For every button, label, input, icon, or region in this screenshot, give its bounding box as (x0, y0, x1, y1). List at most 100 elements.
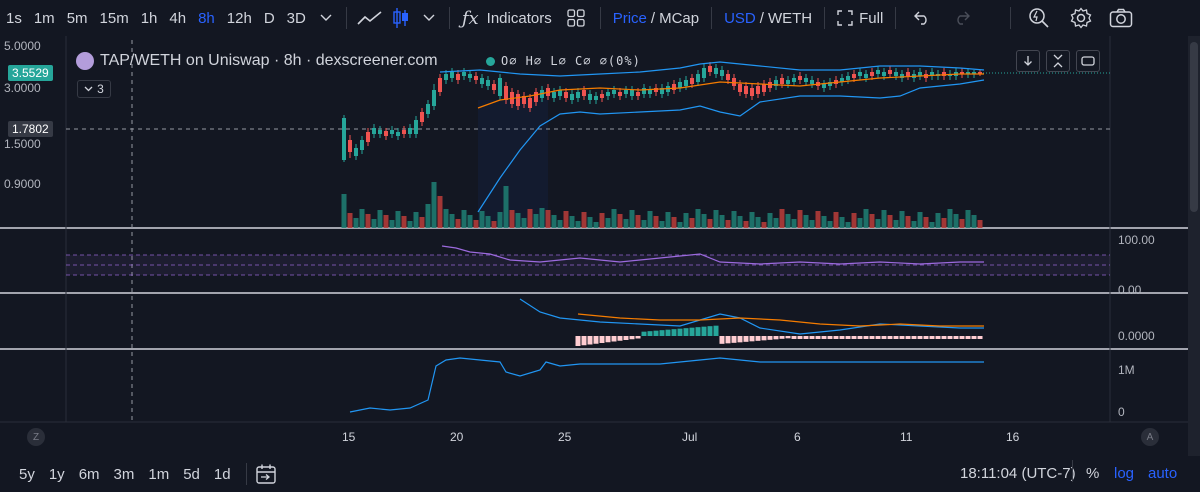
interval-1m[interactable]: 1m (28, 0, 61, 36)
toolbar-divider (599, 7, 601, 29)
macd-histogram-bar (923, 336, 929, 339)
interval-D[interactable]: D (258, 0, 281, 36)
layout-grid-icon[interactable] (558, 0, 594, 36)
macd-histogram-bar (725, 336, 731, 344)
indicators-button[interactable]: ƒx Indicators (456, 0, 558, 36)
toolbar-divider (448, 7, 450, 29)
indicators-collapse-button[interactable]: 3 (77, 80, 111, 98)
macd-histogram-bar (857, 336, 863, 339)
candle-body (378, 130, 382, 134)
clock-timestamp[interactable]: 18:11:04 (UTC-7) (960, 465, 1076, 482)
volume-bar (719, 215, 725, 228)
price-chart-svg[interactable] (0, 36, 1200, 456)
interval-4h[interactable]: 4h (163, 0, 192, 36)
candle-body (642, 88, 646, 94)
macd-line (519, 298, 984, 335)
undo-icon[interactable] (902, 0, 942, 36)
weth-option[interactable]: WETH (767, 9, 813, 27)
chart-type-chevron-icon[interactable] (415, 0, 443, 36)
collapse-pane-button[interactable] (1046, 50, 1070, 72)
interval-1s[interactable]: 1s (0, 0, 28, 36)
fullscreen-button[interactable]: Full (831, 0, 889, 36)
vertical-scrollbar[interactable] (1188, 36, 1200, 456)
interval-5m[interactable]: 5m (61, 0, 94, 36)
volume-bar (875, 219, 881, 228)
interval-15m[interactable]: 15m (94, 0, 135, 36)
maximize-pane-button[interactable] (1076, 50, 1100, 72)
range-1y[interactable]: 1y (48, 465, 65, 483)
candle-body (474, 76, 478, 80)
percent-toggle[interactable]: % (1086, 465, 1100, 482)
chart-area[interactable] (0, 36, 1200, 456)
usd-option[interactable]: USD (724, 9, 756, 27)
candle-body (606, 92, 610, 96)
mcap-option[interactable]: MCap (659, 9, 700, 27)
macd-histogram-bar (719, 336, 725, 344)
volume-bar (839, 217, 845, 228)
camera-icon[interactable] (1101, 0, 1141, 36)
volume-bar (629, 210, 635, 228)
volume-bar (539, 208, 545, 228)
candle-body (360, 140, 364, 150)
volume-bar (929, 222, 935, 228)
bollinger-lower-line (477, 79, 985, 213)
candlestick-chart-icon[interactable] (387, 0, 415, 36)
interval-8h[interactable]: 8h (192, 0, 221, 36)
rsi-line (441, 245, 984, 265)
volume-bar (755, 217, 761, 228)
interval-label: 3D (286, 9, 306, 27)
range-1m[interactable]: 1m (148, 465, 170, 483)
line-chart-icon[interactable] (353, 0, 387, 36)
gear-icon[interactable] (1061, 0, 1101, 36)
quick-search-icon[interactable] (1017, 0, 1061, 36)
macd-histogram-bar (689, 327, 695, 336)
collapse-arrows-icon (1053, 54, 1063, 68)
toolbar-divider (1072, 460, 1073, 482)
candle-body (960, 72, 964, 74)
interval-12h[interactable]: 12h (221, 0, 258, 36)
price-option[interactable]: Price (612, 9, 647, 27)
scroll-down-button[interactable] (1016, 50, 1040, 72)
range-1d[interactable]: 1d (213, 465, 231, 483)
candle-body (576, 92, 580, 98)
interval-dropdown-chevron-icon[interactable] (312, 0, 340, 36)
macd-histogram-bar (587, 336, 593, 345)
range-3m[interactable]: 3m (113, 465, 135, 483)
auto-toggle[interactable]: auto (1148, 465, 1178, 482)
macd-histogram-bar (809, 336, 815, 339)
candle-body (588, 94, 592, 100)
interval-3D[interactable]: 3D (281, 0, 312, 36)
volume-bar (617, 214, 623, 228)
volume-bar (401, 216, 407, 228)
interval-1h[interactable]: 1h (135, 0, 164, 36)
volume-bar (671, 217, 677, 228)
volume-bar (473, 220, 479, 228)
macd-tick: 0.0000 (1118, 329, 1155, 343)
redo-icon[interactable] (942, 0, 982, 36)
auto-scale-button[interactable]: A (1141, 428, 1159, 446)
z-reset-button[interactable]: Z (27, 428, 45, 446)
currency-toggle[interactable]: USD / WETH (718, 0, 818, 36)
price-mcap-toggle[interactable]: Price / MCap (607, 0, 705, 36)
price-tick: 1.5000 (4, 137, 41, 151)
macd-histogram-bar (779, 336, 785, 339)
log-toggle[interactable]: log (1114, 465, 1135, 482)
volume-bar (521, 218, 527, 228)
range-6m[interactable]: 6m (78, 465, 100, 483)
candle-body (894, 72, 898, 76)
volume-bar (683, 213, 689, 228)
candle-body (858, 72, 862, 76)
volume-bar (767, 213, 773, 228)
candle-body (900, 74, 904, 78)
current-price-tag: 3.5529 (8, 65, 53, 81)
bb-shading (478, 100, 548, 228)
scrollbar-thumb[interactable] (1190, 42, 1198, 212)
range-5d[interactable]: 5d (183, 465, 200, 483)
time-tick: 15 (342, 430, 356, 444)
macd-histogram-bar (617, 336, 623, 341)
range-5y[interactable]: 5y (19, 465, 35, 483)
goto-date-icon[interactable] (255, 463, 277, 485)
candle-body (558, 90, 562, 96)
a-label: A (1146, 431, 1154, 443)
candle-body (534, 92, 538, 102)
